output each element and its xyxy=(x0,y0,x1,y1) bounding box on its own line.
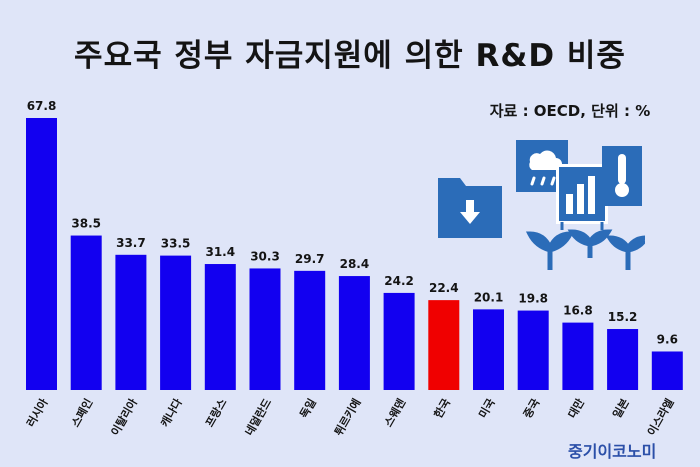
data-label: 38.5 xyxy=(71,217,101,231)
category-label: 중국 xyxy=(521,397,542,421)
data-label: 9.6 xyxy=(657,332,678,346)
publisher-logo: 중기이코노미 xyxy=(568,442,657,461)
bar xyxy=(473,309,504,390)
data-label: 16.8 xyxy=(563,304,593,318)
data-label: 31.4 xyxy=(205,245,235,259)
data-label: 20.1 xyxy=(474,290,504,304)
bar xyxy=(607,329,639,390)
data-label: 29.7 xyxy=(295,252,325,266)
category-label: 이스라엘 xyxy=(644,396,676,438)
bar xyxy=(70,235,102,390)
bar xyxy=(294,270,326,390)
category-label: 한국 xyxy=(431,396,453,421)
bar xyxy=(562,322,594,390)
rnd-illustration xyxy=(438,140,645,270)
category-label: 미국 xyxy=(475,396,497,421)
category-label: 캐나다 xyxy=(157,395,185,429)
data-label: 67.8 xyxy=(27,99,57,113)
category-label: 일본 xyxy=(610,396,632,421)
category-label: 프랑스 xyxy=(203,397,229,430)
category-label: 스웨덴 xyxy=(381,396,408,429)
bar xyxy=(338,276,370,390)
bar xyxy=(651,351,683,390)
bar xyxy=(160,255,192,390)
source-note: 자료 : OECD, 단위 : % xyxy=(489,102,651,120)
category-label: 러시아 xyxy=(23,395,51,429)
data-label: 33.7 xyxy=(116,236,146,250)
data-label: 33.5 xyxy=(161,237,191,251)
category-label: 스페인 xyxy=(68,396,95,429)
data-label: 22.4 xyxy=(429,281,459,295)
bar xyxy=(115,254,147,390)
category-label: 이탈리아 xyxy=(108,395,141,438)
bar xyxy=(249,268,281,390)
chart-title: 주요국 정부 자금지원에 의한 R&D 비중 xyxy=(74,38,626,74)
data-label: 24.2 xyxy=(384,274,414,288)
thermometer-icon xyxy=(602,146,642,206)
folder-download-icon xyxy=(438,178,502,238)
data-label: 30.3 xyxy=(250,249,280,263)
data-label: 15.2 xyxy=(608,310,638,324)
category-label: 대만 xyxy=(565,396,587,421)
category-label: 네덜란드 xyxy=(242,396,274,438)
bar xyxy=(428,300,460,390)
category-label: 튀르키예 xyxy=(331,396,363,438)
bar xyxy=(517,310,549,390)
bar xyxy=(204,264,236,390)
data-label: 19.8 xyxy=(518,292,548,306)
bar xyxy=(383,292,415,390)
category-label: 독일 xyxy=(297,396,319,421)
bar xyxy=(26,118,57,390)
bar-chart-icon xyxy=(556,164,608,230)
data-label: 28.4 xyxy=(340,257,370,271)
sprout-icon xyxy=(525,229,645,270)
